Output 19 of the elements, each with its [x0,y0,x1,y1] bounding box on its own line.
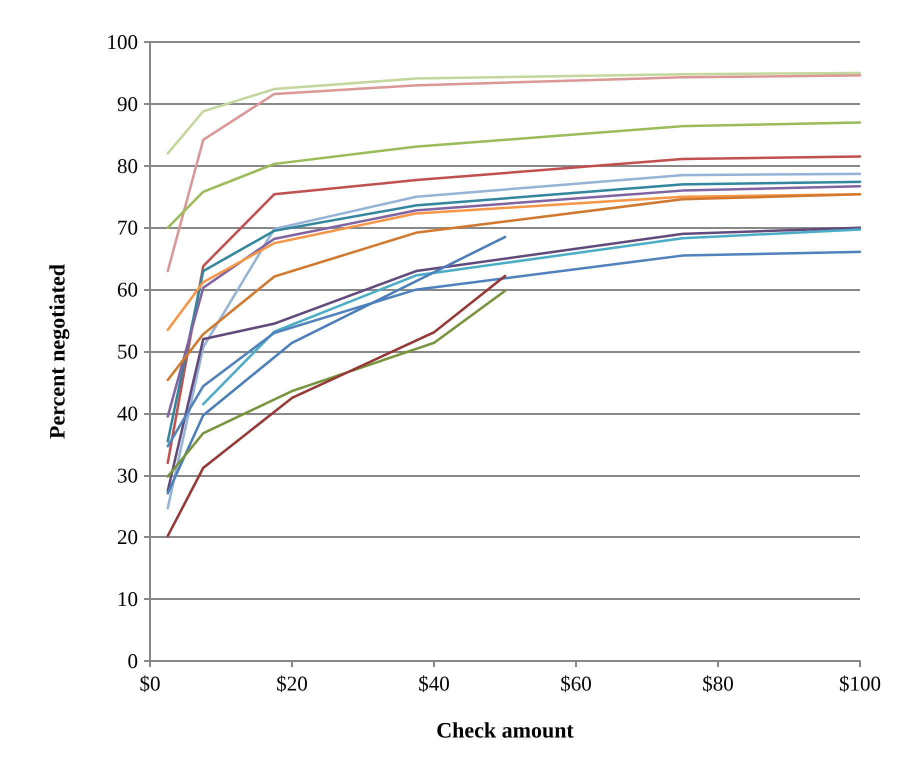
x-tick-label: $100 [839,672,881,696]
y-tick-label: 20 [117,525,138,550]
x-tick-label: $80 [702,672,734,696]
x-tick-label: $40 [418,672,450,696]
x-tick-label: $20 [276,672,308,696]
y-tick-label: 90 [117,92,138,116]
x-axis-title: Check amount [436,718,574,742]
y-tick-label: 60 [117,278,138,302]
y-tick-label: 40 [117,401,138,426]
x-tick-label: $60 [560,672,592,696]
y-tick-label: 80 [117,154,138,178]
y-tick-label: 100 [106,30,138,54]
x-tick-label: $0 [140,672,160,696]
y-tick-label: 10 [117,587,138,612]
y-tick-label: 0 [128,649,138,673]
y-tick-label: 50 [117,340,138,364]
y-tick-label: 70 [117,216,138,240]
y-axis-title: Percent negotiated [44,264,70,439]
y-tick-label: 30 [117,463,138,488]
